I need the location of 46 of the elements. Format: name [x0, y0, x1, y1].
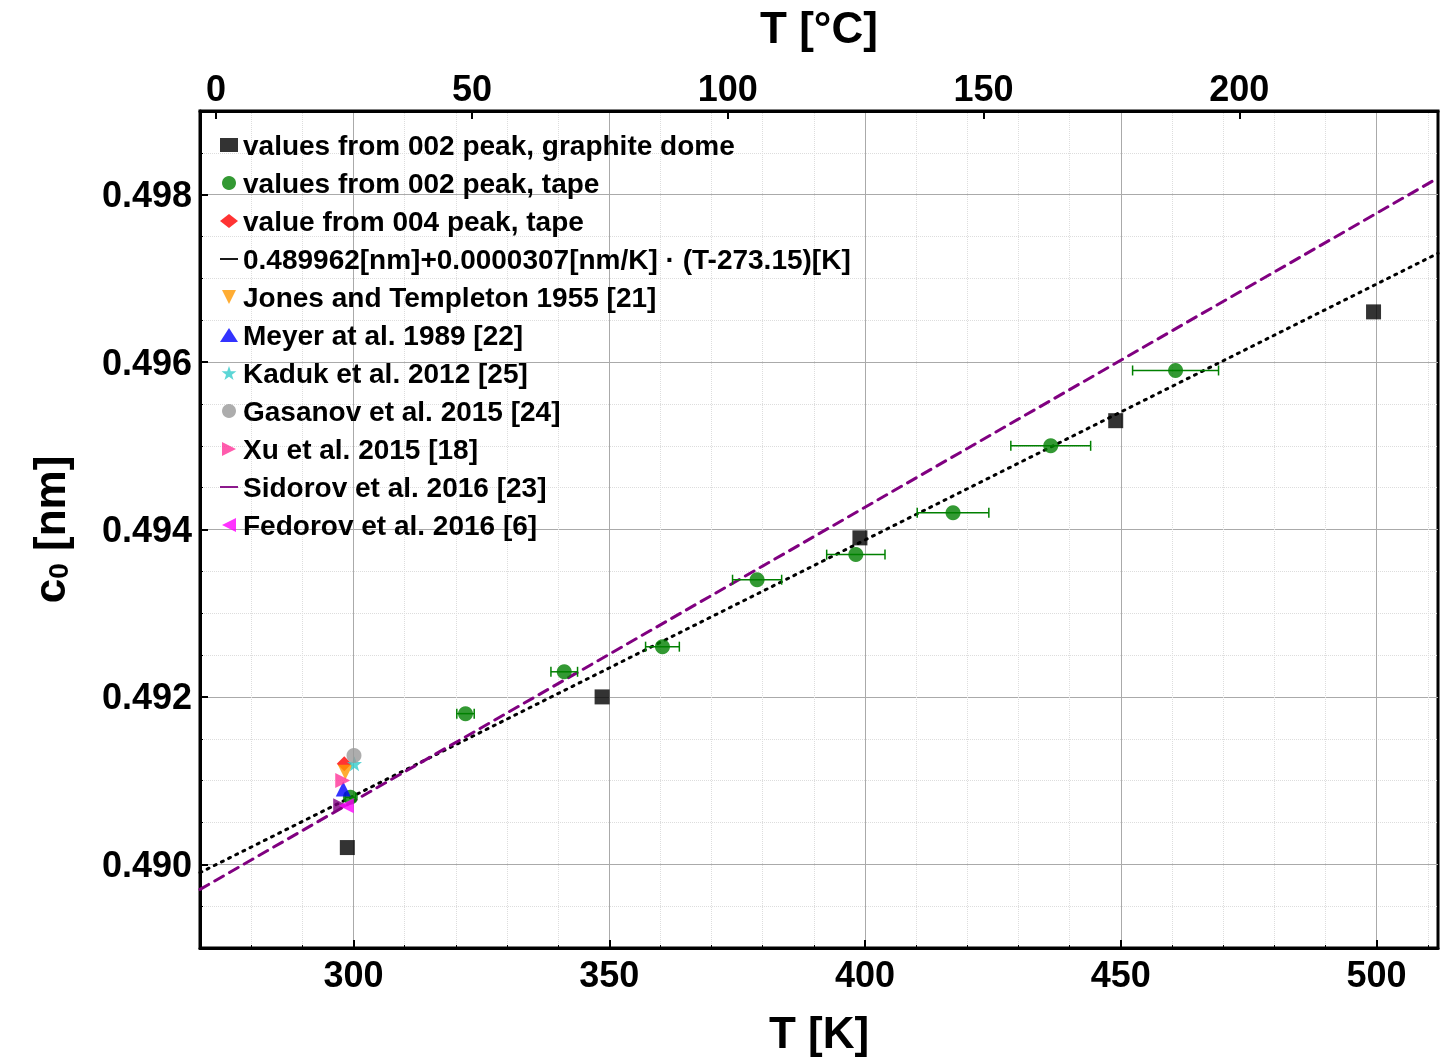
legend-label: Fedorov et al. 2016 [6] [243, 509, 538, 541]
y-tick-label: 0.490 [101, 843, 192, 885]
legend-label: value from 004 peak, tape [243, 205, 584, 237]
legend-label: values from 002 peak, tape [243, 167, 600, 199]
point [1366, 304, 1382, 320]
y-tick-label: 0.498 [101, 174, 192, 216]
x-tick-label: 300 [323, 953, 384, 995]
x2-axis-title: T [°C] [760, 2, 878, 52]
x2-tick-label: 0 [206, 67, 227, 109]
x-tick-label: 500 [1346, 953, 1407, 995]
x2-tick-label: 100 [697, 67, 758, 109]
point [335, 781, 351, 797]
y-tick-label: 0.494 [101, 509, 192, 550]
y-axis-title: c0 [nm] [24, 455, 74, 604]
point [594, 689, 610, 705]
x-tick-label: 400 [835, 953, 896, 995]
legend-label: Xu et al. 2015 [18] [243, 433, 479, 465]
point [335, 773, 351, 789]
x2-tick-label: 200 [1209, 67, 1270, 109]
point [654, 639, 670, 655]
point [338, 798, 354, 814]
x2-tick-label: 50 [451, 67, 492, 109]
y-tick-label: 0.492 [101, 676, 192, 718]
x-tick-label: 450 [1090, 953, 1151, 995]
legend-label: Meyer at al. 1989 [22] [243, 319, 524, 351]
legend-label: Kaduk et al. 2012 [25] [243, 357, 528, 389]
point [945, 505, 961, 521]
legend-label: Gasanov et al. 2015 [24] [243, 395, 561, 427]
x-axis-title: T [K] [768, 1007, 870, 1057]
point [339, 840, 355, 856]
point [848, 547, 864, 563]
x-tick-label: 350 [579, 953, 640, 995]
legend-label: 0.489962[nm]+0.0000307[nm/K] · (T-273.15)[K] [243, 243, 851, 275]
legend-label: Sidorov et al. 2016 [23] [243, 471, 547, 503]
y-tick-label: 0.496 [101, 341, 192, 383]
point [852, 530, 868, 546]
x2-tick-label: 150 [953, 67, 1014, 109]
point [749, 572, 765, 588]
point [1168, 362, 1184, 378]
point [556, 664, 572, 680]
point [346, 747, 362, 763]
legend-label: values from 002 peak, graphite dome [243, 129, 735, 161]
point [1043, 438, 1059, 454]
point [1108, 413, 1124, 429]
legend-label: Jones and Templeton 1955 [21] [243, 281, 657, 313]
point [337, 764, 353, 780]
